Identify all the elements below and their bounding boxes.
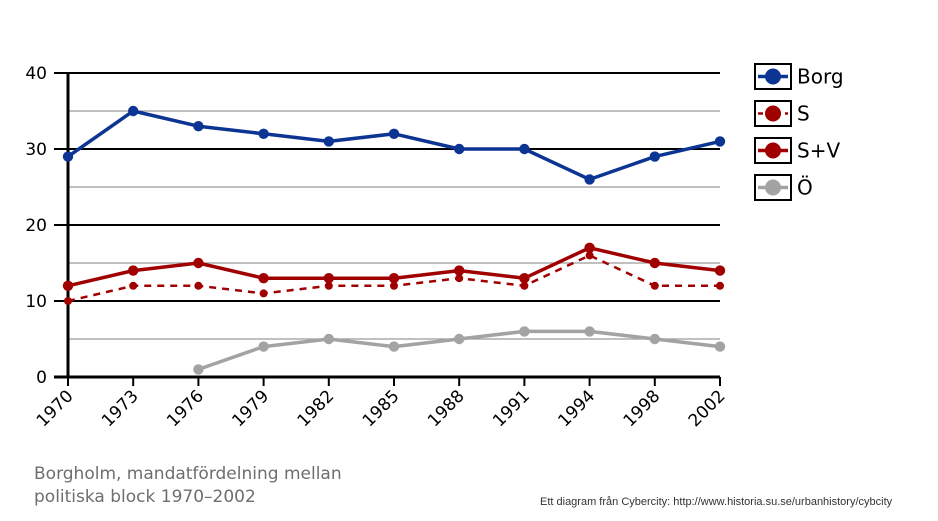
legend-swatch-marker	[765, 68, 781, 85]
data-point-s	[520, 281, 529, 290]
x-tick-label: 1982	[294, 386, 339, 431]
data-point-o	[714, 341, 726, 352]
data-point-borg	[323, 136, 334, 147]
data-point-borg	[649, 151, 660, 162]
series-line-borg	[66, 109, 721, 182]
caption-line-2: politiska block 1970–2002	[34, 487, 256, 507]
x-tick-label: 1998	[620, 386, 665, 431]
data-point-s	[390, 281, 398, 290]
data-point-s	[194, 281, 203, 290]
data-point-borg	[62, 151, 74, 162]
series-sv	[62, 242, 726, 291]
x-tick-label: 1994	[554, 386, 599, 431]
legend-label: S	[797, 102, 810, 126]
data-point-borg	[258, 128, 269, 139]
data-point-borg	[584, 174, 595, 185]
data-point-s	[650, 281, 659, 290]
data-point-o	[584, 326, 595, 337]
series-s	[64, 251, 724, 305]
x-tick-label: 1970	[33, 386, 78, 431]
data-point-sv	[649, 257, 660, 269]
data-point-s	[585, 251, 594, 260]
data-point-borg	[128, 105, 139, 117]
caption-line-1: Borgholm, mandatfördelning mellan	[34, 464, 342, 484]
chart-caption: Borgholm, mandatfördelning mellan politi…	[34, 463, 342, 509]
y-tick-label: 30	[25, 140, 47, 160]
legend-swatch-marker	[765, 105, 781, 122]
data-point-sv	[584, 242, 595, 253]
x-tick-label: 1979	[228, 386, 273, 431]
source-credit: Ett diagram från Cybercity: http://www.h…	[540, 496, 893, 508]
axes: 0 10 20 30 40 1970 1973 1976 1979 1982 1985 1988 199…	[25, 64, 729, 431]
legend-item-borg: Borg	[754, 63, 844, 90]
data-point-s	[455, 274, 464, 283]
data-point-o	[258, 341, 269, 352]
data-point-sv	[323, 273, 334, 284]
data-point-o	[649, 333, 660, 345]
data-point-sv	[454, 265, 465, 276]
series-borg	[62, 105, 726, 185]
data-point-sv	[128, 265, 139, 276]
data-point-sv	[519, 273, 530, 284]
legend: Borg S S+V Ö	[754, 63, 844, 201]
legend-swatch-marker	[765, 179, 781, 196]
data-point-borg	[519, 143, 530, 155]
data-point-o	[388, 341, 400, 352]
x-tick-label: 2002	[685, 386, 730, 431]
x-tick-label: 1988	[424, 386, 469, 431]
data-series	[62, 105, 726, 375]
legend-item-sv: S+V	[754, 137, 840, 164]
data-point-s	[259, 289, 268, 298]
legend-item-o: Ö	[754, 174, 813, 201]
data-point-borg	[714, 136, 726, 147]
data-point-sv	[258, 273, 269, 284]
y-tick-label: 10	[25, 292, 47, 312]
data-point-o	[519, 326, 530, 337]
data-point-sv	[62, 280, 74, 291]
data-point-o	[323, 333, 334, 345]
series-o	[193, 326, 726, 375]
legend-label: Ö	[797, 176, 813, 200]
data-point-o	[193, 364, 204, 375]
data-point-s	[64, 297, 72, 305]
data-point-o	[454, 333, 465, 345]
data-point-s	[129, 281, 138, 290]
data-point-borg	[454, 143, 465, 155]
legend-label: Borg	[797, 65, 844, 89]
data-point-sv	[388, 273, 400, 284]
x-tick-label: 1973	[98, 386, 143, 431]
data-point-sv	[714, 265, 726, 276]
data-point-s	[716, 281, 724, 290]
gridlines	[54, 72, 720, 340]
y-tick-label: 40	[25, 64, 47, 84]
x-tick-label: 1991	[489, 386, 534, 431]
legend-item-s: S	[754, 100, 810, 127]
y-tick-label: 0	[36, 368, 47, 388]
y-tick-label: 20	[25, 216, 47, 236]
x-tick-label: 1976	[163, 386, 208, 431]
data-point-s	[324, 281, 333, 290]
legend-swatch-marker	[765, 142, 781, 159]
x-tick-label: 1985	[359, 386, 404, 431]
data-point-borg	[193, 121, 204, 132]
data-point-sv	[193, 257, 204, 269]
data-point-borg	[388, 128, 400, 139]
legend-label: S+V	[797, 139, 840, 163]
